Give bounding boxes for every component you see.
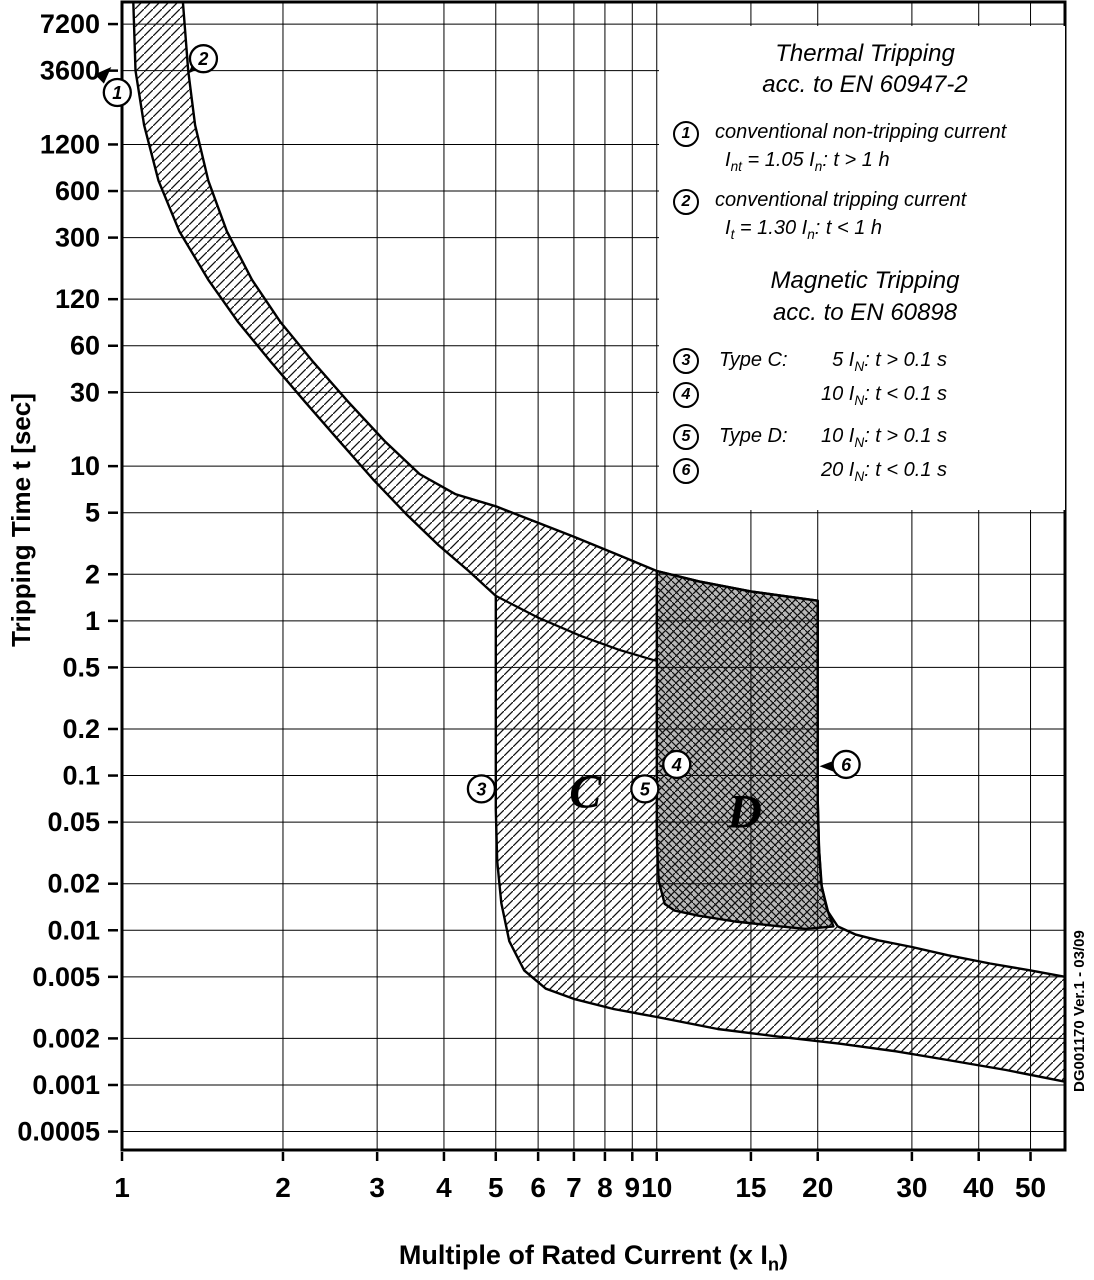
thermal-lower-limit-extension [495,594,658,663]
legend-box: Thermal Tripping acc. to EN 60947-2 1 conve… [659,26,1065,510]
legend-section-title: Thermal Tripping acc. to EN 60947-2 [762,40,968,99]
svg-text:3: 3 [476,779,486,799]
y-tick-label: 0.005 [32,962,100,992]
y-tick-label: 1 [85,606,100,636]
axis-ticks: 7200360012006003001206030105210.50.20.10… [17,9,1046,1203]
chart-marker-2: 2 [188,44,219,74]
tripping-band-type-d [655,569,835,931]
svg-text:6: 6 [841,755,852,775]
legend-marker-badge-5: 5 [673,423,699,450]
y-tick-label: 10 [70,451,100,481]
region-label-D: D [726,786,762,839]
legend-section-items: 1 conventional non-tripping current Int = … [673,120,1057,243]
chart-marker-6: 6 [831,749,861,780]
doc-reference: DG001170 Ver.1 - 03/09 [1071,930,1088,1092]
x-tick-label: 20 [802,1172,833,1203]
x-tick-label: 10 [641,1172,672,1203]
legend-marker-badge-4: 4 [673,381,699,408]
chart-marker-4: 4 [662,749,692,780]
y-tick-label: 3600 [40,56,100,86]
y-tick-label: 120 [55,284,100,314]
legend-item-6: 6 20 IN: t < 0.1 s [673,457,1057,485]
y-tick-label: 0.02 [47,869,100,899]
y-tick-label: 2 [85,559,100,589]
x-tick-label: 50 [1015,1172,1046,1203]
legend-item-formula: It = 1.30 In: t < 1 h [725,217,883,243]
x-tick-label: 5 [488,1172,504,1203]
legend-marker-badge-6: 6 [673,457,699,484]
legend-item-formula: 20 IN: t < 0.1 s [821,459,948,485]
y-tick-label: 0.05 [47,807,100,837]
y-tick-label: 60 [70,331,100,361]
y-tick-label: 5 [85,498,100,528]
svg-text:5: 5 [640,779,651,799]
x-axis-title: Multiple of Rated Current (x In) [398,1240,789,1275]
y-tick-label: 600 [55,176,100,206]
pointer-arrow [94,67,112,84]
x-tick-label: 2 [275,1172,291,1203]
plot-frame [120,0,1067,1152]
y-tick-label: 300 [55,223,100,253]
legend-item-formula: 10 IN: t > 0.1 s [821,425,948,451]
x-tick-label: 15 [735,1172,766,1203]
legend-marker-badge-3: 3 [673,347,699,374]
x-tick-label: 9 [624,1172,640,1203]
legend-section-items: 3 Type C: 5 IN: t > 0.1 s 4 10 IN: t < 0.1 … [673,347,1057,485]
legend-item-formula: Int = 1.05 In: t > 1 h [725,149,890,175]
x-tick-label: 30 [896,1172,927,1203]
y-tick-label: 0.1 [62,761,100,791]
y-tick-label: 0.002 [32,1023,100,1053]
legend-item-formula: 5 IN: t > 0.1 s [821,349,948,375]
svg-text:4: 4 [671,755,682,775]
x-tick-label: 7 [566,1172,582,1203]
legend-type-label: Type D: [719,425,788,448]
y-tick-label: 0.2 [62,714,100,744]
y-tick-label: 0.01 [47,915,100,945]
x-tick-label: 4 [436,1172,452,1203]
chart-marker-5: 5 [630,774,660,804]
y-tick-label: 1200 [40,129,100,159]
legend-item-3: 3 Type C: 5 IN: t > 0.1 s [673,347,1057,375]
y-axis-title: Tripping Time t [sec] [6,393,36,647]
legend-item-5: 5 Type D: 10 IN: t > 0.1 s [673,423,1057,451]
legend-item-desc: conventional non-tripping current [715,121,1007,144]
legend-section-title: Magnetic Tripping acc. to EN 60898 [770,267,960,326]
chart-marker-3: 3 [466,774,497,804]
y-tick-label: 0.0005 [17,1117,100,1147]
region-label-C: C [569,766,602,819]
chart-marker-1: 1 [102,77,132,108]
legend-item-desc: conventional tripping current [715,189,967,212]
svg-text:2: 2 [197,49,208,69]
y-tick-label: 30 [70,377,100,407]
legend-marker-badge-2: 2 [673,189,699,216]
y-tick-label: 0.001 [32,1070,100,1100]
svg-text:1: 1 [112,83,122,103]
x-tick-label: 3 [369,1172,385,1203]
x-tick-label: 1 [114,1172,130,1203]
legend-item-1: 1 conventional non-tripping current Int = … [673,120,1057,175]
x-tick-label: 40 [963,1172,994,1203]
y-tick-label: 0.5 [62,652,100,682]
x-tick-label: 6 [530,1172,546,1203]
legend-item-formula: 10 IN: t < 0.1 s [821,383,948,409]
x-tick-label: 8 [597,1172,613,1203]
y-tick-label: 7200 [40,9,100,39]
legend-type-label: Type C: [719,349,788,372]
legend-marker-badge-1: 1 [673,121,699,148]
legend-item-2: 2 conventional tripping current It = 1.30 … [673,188,1057,243]
legend-item-4: 4 10 IN: t < 0.1 s [673,381,1057,409]
